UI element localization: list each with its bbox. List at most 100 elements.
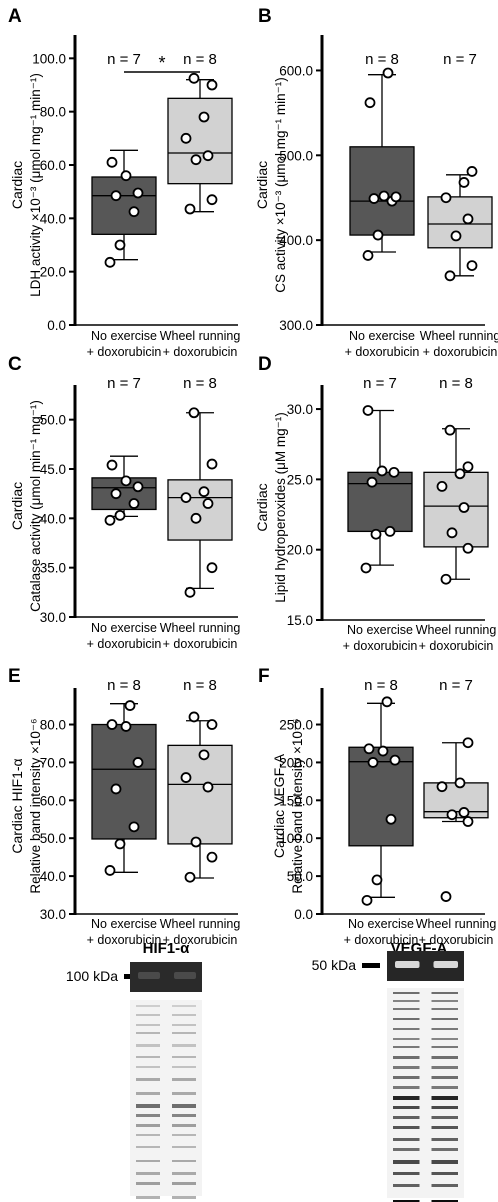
protein-band <box>136 1092 160 1095</box>
protein-band <box>431 1096 458 1100</box>
n-label: n = 7 <box>107 375 141 392</box>
y-tick-label: 30.0 <box>287 402 313 417</box>
data-point <box>360 562 372 574</box>
data-point <box>436 781 448 793</box>
n-label: n = 8 <box>183 51 217 68</box>
band <box>395 961 420 968</box>
data-point <box>128 206 140 218</box>
n-label: n = 7 <box>439 677 473 694</box>
n-label: n = 7 <box>107 51 141 68</box>
y-tick-label: 25.0 <box>287 472 313 487</box>
protein-band <box>431 1148 458 1151</box>
box-group-no-exercise <box>349 67 415 261</box>
band <box>138 972 160 979</box>
data-point <box>180 772 192 783</box>
protein-band <box>393 1086 420 1089</box>
protein-band <box>136 1182 160 1185</box>
protein-band <box>431 1172 458 1175</box>
protein-band <box>393 1076 420 1079</box>
data-point <box>184 586 196 598</box>
x-category-label: + doxorubicin <box>423 345 498 359</box>
protein-band <box>172 1024 196 1026</box>
y-axis-label: Lipid hydroperoxides (μM mg⁻¹) <box>273 412 288 602</box>
box-group-wheel-running <box>167 72 233 215</box>
x-category-label: No exercise <box>348 917 414 931</box>
protein-band <box>393 1008 420 1010</box>
x-category-label: + doxorubicin <box>87 637 162 651</box>
box <box>167 97 233 185</box>
panel-c: C Cardiac Catalase activity (μmol min⁻¹ mg… <box>8 354 240 651</box>
data-point <box>381 696 393 708</box>
box <box>349 146 415 236</box>
y-tick-label: 40.0 <box>40 869 66 884</box>
protein-band <box>136 1044 160 1047</box>
y-tick-label: 60.0 <box>40 793 66 808</box>
y-axis-label: Relative band intensity ×10⁻⁶ <box>290 718 305 893</box>
data-point <box>450 230 462 242</box>
box-group-wheel-running <box>427 166 493 282</box>
x-category-label: Wheel running <box>416 623 497 637</box>
data-point <box>462 213 474 225</box>
x-category-label: Wheel running <box>160 329 241 343</box>
x-category-label: + doxorubicin <box>345 345 420 359</box>
protein-band <box>172 1005 196 1007</box>
data-point <box>367 757 379 768</box>
data-point <box>106 719 118 730</box>
y-tick-label: 80.0 <box>40 105 66 120</box>
data-point <box>364 97 376 109</box>
y-tick-label: 50.0 <box>40 413 66 428</box>
x-category-label: No exercise <box>91 621 157 635</box>
y-tick-label: 45.0 <box>40 462 66 477</box>
x-category-label: + doxorubicin <box>343 639 418 653</box>
data-point <box>370 528 382 540</box>
protein-band <box>431 1000 458 1002</box>
y-tick-label: 20.0 <box>287 543 313 558</box>
data-point <box>378 190 390 202</box>
protein-band <box>431 1138 458 1141</box>
protein-band <box>393 1046 420 1048</box>
data-point <box>376 465 388 477</box>
data-point <box>104 514 116 526</box>
n-label: n = 8 <box>183 677 217 694</box>
y-tick-label: 35.0 <box>40 561 66 576</box>
y-axis-label: LDH activity ×10⁻³ (μmol mg⁻¹ min⁻¹) <box>28 73 43 297</box>
data-point <box>372 229 384 241</box>
y-tick-label: 80.0 <box>40 718 66 733</box>
protein-band <box>393 1160 420 1164</box>
y-tick-label: 40.0 <box>40 511 66 526</box>
protein-band <box>393 1066 420 1069</box>
protein-band <box>172 1032 196 1034</box>
protein-band <box>136 1104 160 1108</box>
box <box>91 723 157 840</box>
protein-band <box>172 1124 196 1127</box>
protein-band <box>172 1014 196 1016</box>
box-group-wheel-running <box>423 737 489 902</box>
protein-band <box>136 1134 160 1136</box>
y-tick-label: 600.0 <box>279 63 313 78</box>
y-tick-label: 70.0 <box>40 755 66 770</box>
x-category-label: + doxorubicin <box>344 933 419 947</box>
y-tick-label: 100.0 <box>32 51 66 66</box>
x-category-label: Wheel running <box>420 329 498 343</box>
protein-band <box>431 1184 458 1187</box>
data-point <box>362 250 374 261</box>
protein-band <box>136 1146 160 1148</box>
data-point <box>440 192 452 204</box>
protein-band <box>136 1066 160 1068</box>
panel-letter: E <box>8 666 21 687</box>
x-category-label: + doxorubicin <box>419 933 494 947</box>
data-point <box>206 458 218 470</box>
band <box>174 972 196 979</box>
data-point <box>462 542 474 554</box>
y-tick-label: 0.0 <box>294 907 313 922</box>
y-tick-label: 40.0 <box>40 211 66 226</box>
protein-band <box>136 1160 160 1162</box>
protein-band <box>393 1000 420 1002</box>
panel-b: B Cardiac CS activity ×10⁻³ (μmol mg⁻¹ min… <box>254 6 498 359</box>
blot-title: HIF1-α <box>143 940 191 957</box>
data-point <box>371 874 383 886</box>
data-point <box>361 894 373 906</box>
box <box>91 176 157 235</box>
band <box>433 961 458 968</box>
y-axis-label: Cardiac <box>254 161 270 209</box>
